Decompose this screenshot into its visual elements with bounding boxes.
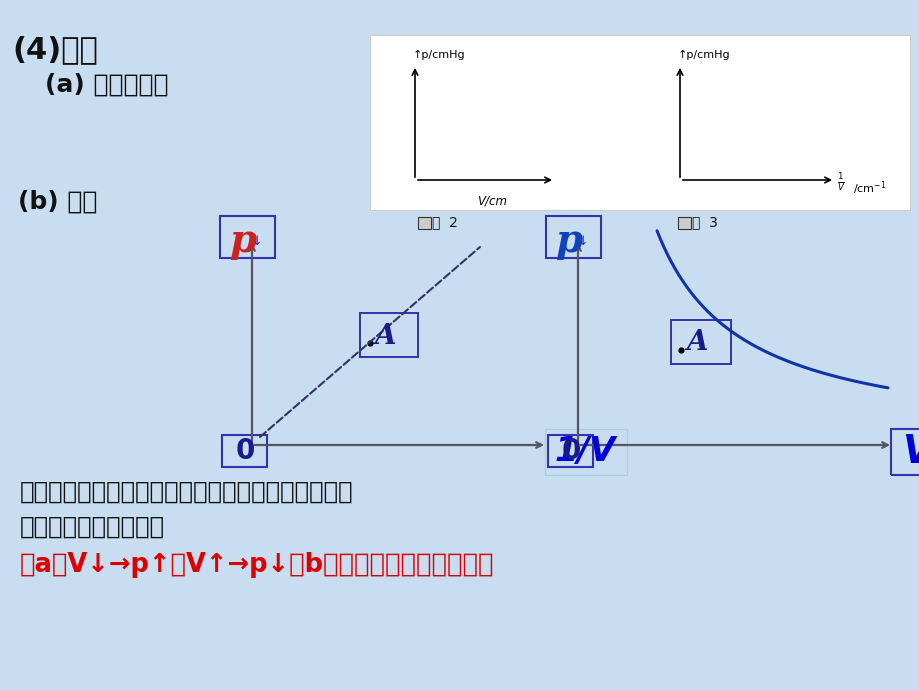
Text: ↑p/cmHg: ↑p/cmHg xyxy=(677,50,730,60)
Text: ↑p/cmHg: ↑p/cmHg xyxy=(413,50,465,60)
Text: (a) 坐标轴选择: (a) 坐标轴选择 xyxy=(45,73,168,97)
Bar xyxy=(359,313,417,357)
Text: p: p xyxy=(229,222,256,260)
Bar xyxy=(544,429,627,475)
Text: 1/V: 1/V xyxy=(554,435,615,469)
Text: A: A xyxy=(374,322,395,350)
Text: p: p xyxy=(555,222,582,260)
Text: (b) 描点: (b) 描点 xyxy=(18,190,97,214)
Text: /cm$^{-1}$: /cm$^{-1}$ xyxy=(852,179,886,197)
Text: V/cm: V/cm xyxy=(476,194,506,207)
Bar xyxy=(369,35,909,210)
Bar xyxy=(548,435,593,467)
Bar xyxy=(890,429,919,475)
Text: 0: 0 xyxy=(235,437,255,465)
Text: 图  2: 图 2 xyxy=(432,215,458,229)
Text: 图  3: 图 3 xyxy=(691,215,717,229)
Text: V: V xyxy=(901,433,919,471)
Text: (4)作图: (4)作图 xyxy=(12,35,97,64)
Bar xyxy=(677,217,690,229)
Bar xyxy=(417,217,430,229)
Bar xyxy=(221,435,267,467)
Text: 仔细观察表格的数据，并将坐标上的各点用光滑的曲: 仔细观察表格的数据，并将坐标上的各点用光滑的曲 xyxy=(20,480,353,504)
Text: A: A xyxy=(686,330,707,357)
Text: 0: 0 xyxy=(561,437,580,465)
Bar xyxy=(220,216,275,258)
Bar xyxy=(545,216,600,258)
Text: ↓: ↓ xyxy=(577,235,587,248)
Text: 线连接，发现了什么？: 线连接，发现了什么？ xyxy=(20,515,165,539)
Text: （a：V↓→p↑，V↑→p↓；b：是一条光滑的曲线．）: （a：V↓→p↑，V↑→p↓；b：是一条光滑的曲线．） xyxy=(20,552,494,578)
Text: ↓: ↓ xyxy=(252,235,262,248)
Bar xyxy=(670,320,731,364)
Text: $\frac{1}{V}$: $\frac{1}{V}$ xyxy=(836,171,845,193)
